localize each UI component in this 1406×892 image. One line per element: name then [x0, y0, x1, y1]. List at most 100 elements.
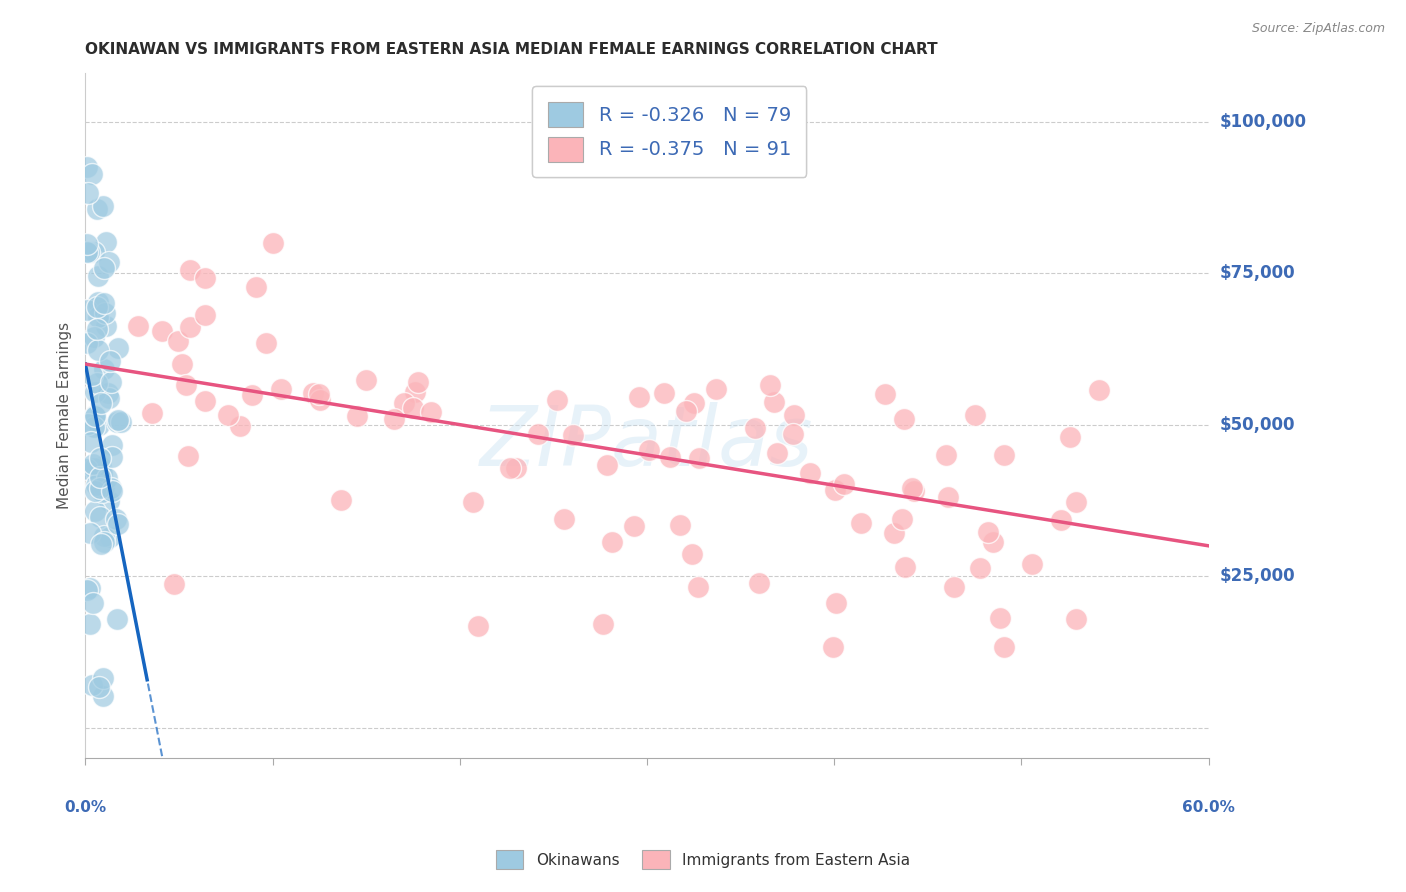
- Point: [101, 450, 124, 464]
- Point: [1059, 429, 1081, 443]
- Point: [87, 295, 110, 310]
- Point: [82, 457, 104, 471]
- Point: [79, 526, 101, 541]
- Point: [245, 280, 267, 294]
- Point: [681, 547, 703, 561]
- Point: [688, 451, 710, 466]
- Point: [76, 582, 98, 597]
- Point: [177, 449, 200, 463]
- Point: [638, 442, 661, 457]
- Point: [546, 393, 568, 408]
- Point: [83, 420, 105, 434]
- Point: [592, 617, 614, 632]
- Point: [90, 466, 112, 480]
- Point: [100, 375, 122, 389]
- Point: [82, 167, 104, 181]
- Point: [94, 318, 117, 333]
- Point: [406, 375, 429, 389]
- Point: [659, 450, 682, 465]
- Point: [935, 448, 957, 462]
- Point: [404, 385, 426, 400]
- Point: [89, 450, 111, 465]
- Point: [82, 596, 104, 610]
- Text: 0.0%: 0.0%: [65, 799, 107, 814]
- Point: [107, 341, 129, 355]
- Point: [193, 271, 215, 285]
- Point: [127, 318, 149, 333]
- Point: [240, 387, 263, 401]
- Point: [330, 492, 353, 507]
- Point: [79, 582, 101, 596]
- Point: [354, 373, 377, 387]
- Point: [652, 386, 675, 401]
- Point: [104, 512, 127, 526]
- Point: [98, 255, 121, 269]
- Point: [101, 437, 124, 451]
- Text: OKINAWAN VS IMMIGRANTS FROM EASTERN ASIA MEDIAN FEMALE EARNINGS CORRELATION CHAR: OKINAWAN VS IMMIGRANTS FROM EASTERN ASIA…: [86, 42, 938, 57]
- Point: [993, 448, 1015, 462]
- Point: [105, 613, 128, 627]
- Point: [890, 512, 912, 526]
- Text: Source: ZipAtlas.com: Source: ZipAtlas.com: [1251, 22, 1385, 36]
- Point: [89, 470, 111, 484]
- Text: $25,000: $25,000: [1219, 567, 1295, 585]
- Point: [93, 260, 115, 275]
- Point: [834, 477, 856, 491]
- Point: [782, 426, 804, 441]
- Point: [87, 418, 110, 433]
- Point: [90, 395, 112, 409]
- Point: [96, 235, 118, 249]
- Point: [98, 530, 121, 544]
- Point: [93, 529, 115, 543]
- Point: [76, 336, 98, 351]
- Point: [943, 580, 966, 594]
- Point: [80, 678, 103, 692]
- Point: [766, 446, 789, 460]
- Point: [849, 516, 872, 530]
- Point: [873, 387, 896, 401]
- Point: [894, 560, 917, 574]
- Point: [562, 428, 585, 442]
- Point: [463, 495, 485, 509]
- Text: 60.0%: 60.0%: [1182, 799, 1234, 814]
- Point: [903, 484, 925, 499]
- Point: [969, 561, 991, 575]
- Point: [93, 362, 115, 376]
- Point: [93, 296, 115, 310]
- Point: [98, 354, 121, 368]
- Point: [901, 481, 924, 495]
- Point: [77, 186, 100, 201]
- Point: [993, 640, 1015, 655]
- Point: [97, 391, 120, 405]
- Point: [110, 415, 132, 429]
- Point: [1088, 383, 1111, 397]
- Point: [499, 461, 522, 475]
- Point: [76, 303, 98, 318]
- Point: [824, 483, 846, 497]
- Point: [988, 611, 1011, 625]
- Point: [783, 408, 806, 422]
- Point: [821, 640, 844, 654]
- Point: [84, 483, 107, 498]
- Point: [107, 415, 129, 429]
- Point: [683, 396, 706, 410]
- Point: [84, 385, 107, 400]
- Point: [748, 576, 770, 591]
- Point: [883, 525, 905, 540]
- Point: [963, 408, 986, 422]
- Point: [1064, 612, 1087, 626]
- Point: [83, 461, 105, 475]
- Point: [229, 419, 252, 434]
- Point: [1064, 495, 1087, 509]
- Text: $75,000: $75,000: [1219, 264, 1295, 282]
- Point: [309, 393, 332, 408]
- Point: [301, 386, 323, 401]
- Point: [150, 324, 173, 338]
- Point: [346, 409, 368, 424]
- Point: [83, 330, 105, 344]
- Point: [82, 368, 104, 383]
- Point: [76, 245, 98, 260]
- Point: [86, 202, 108, 216]
- Legend: Okinawans, Immigrants from Eastern Asia: Okinawans, Immigrants from Eastern Asia: [489, 844, 917, 875]
- Point: [977, 525, 1000, 540]
